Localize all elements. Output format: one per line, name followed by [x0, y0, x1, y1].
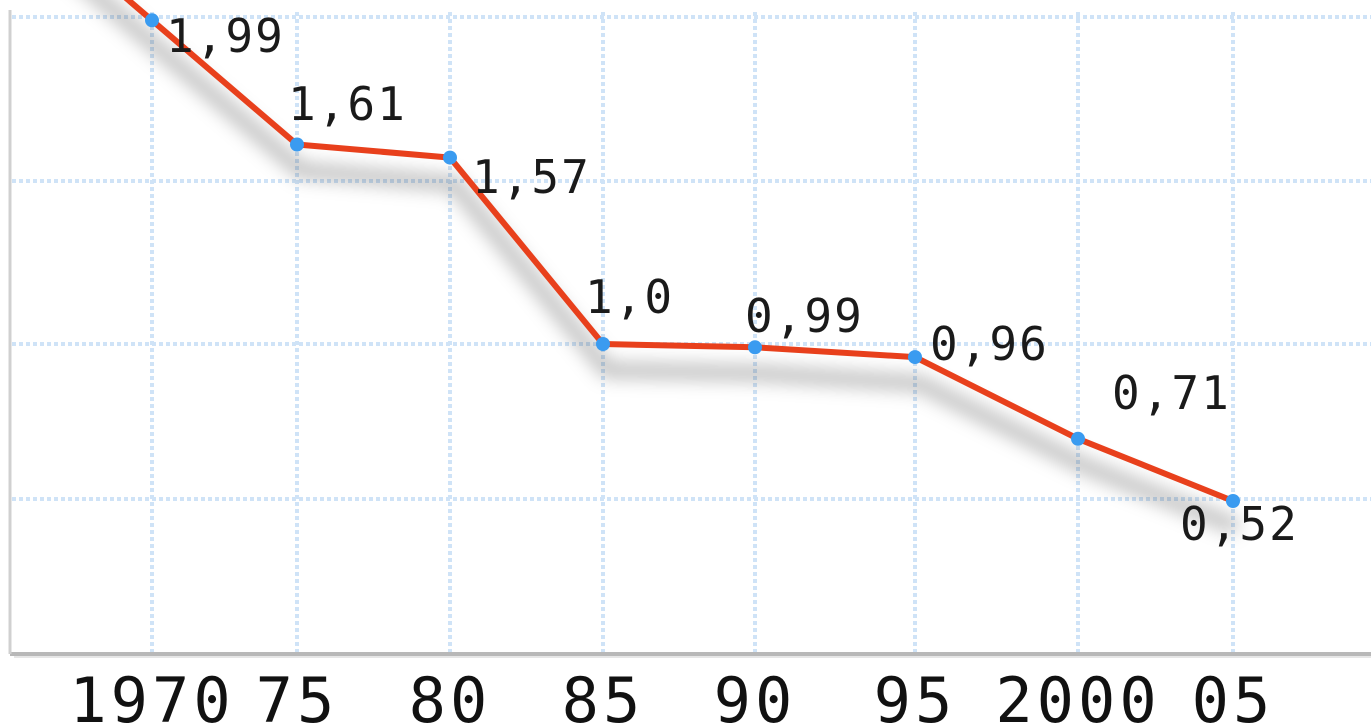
data-point-1970 — [145, 13, 159, 28]
data-point-95 — [908, 350, 922, 365]
data-label-75: 1,61 — [288, 77, 407, 131]
data-label-05: 0,52 — [1180, 497, 1299, 551]
data-label-85: 1,0 — [585, 270, 674, 324]
x-tick-label-1970: 1970 — [69, 664, 234, 727]
x-tick-label-80: 80 — [409, 664, 492, 727]
plot-area — [10, 10, 1371, 654]
x-tick-label-2000: 2000 — [995, 664, 1160, 727]
data-labels: 1,991,61 1,57 1,0 0,99 0,96 0,71 0,52 — [166, 9, 1299, 551]
data-label-2000: 0,71 — [1112, 366, 1231, 420]
data-label-90: 0,99 — [745, 289, 864, 343]
x-tick-label-75: 75 — [256, 664, 339, 727]
series-markers — [145, 13, 1240, 508]
data-point-90 — [748, 340, 762, 355]
x-tick-label-95: 95 — [874, 664, 957, 727]
data-point-2000 — [1071, 431, 1085, 446]
series-shadow — [91, 0, 1240, 534]
data-point-80 — [443, 150, 457, 165]
x-tick-labels: 1970 75 80 85 90 95 2000 05 — [69, 664, 1275, 727]
data-label-1970: 1,99 — [166, 9, 285, 63]
data-point-05 — [1226, 494, 1240, 508]
data-point-85 — [596, 337, 610, 351]
series-line-shadow — [91, 0, 1240, 534]
x-tick-label-85: 85 — [562, 664, 645, 727]
data-point-75 — [290, 137, 304, 152]
x-tick-label-90: 90 — [714, 664, 797, 727]
data-label-95: 0,96 — [930, 317, 1049, 371]
data-label-80: 1,57 — [472, 150, 591, 204]
x-tick-label-05: 05 — [1192, 664, 1275, 727]
